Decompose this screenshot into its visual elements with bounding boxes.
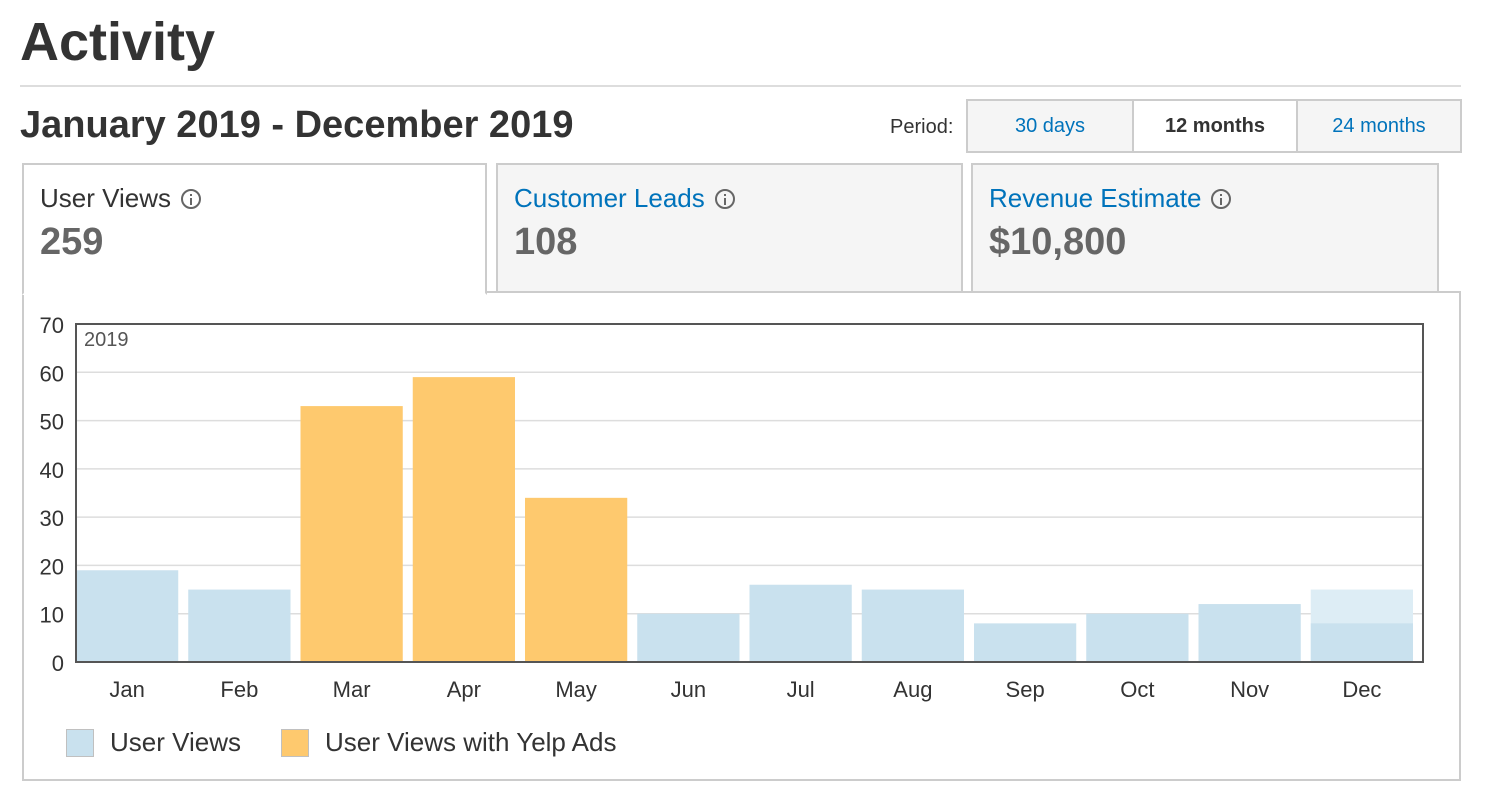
- bar: [76, 570, 179, 662]
- period-selector: 30 days 12 months 24 months: [966, 99, 1462, 153]
- bar: [1086, 613, 1189, 662]
- x-tick-label: Oct: [1120, 677, 1154, 702]
- info-icon[interactable]: [1211, 188, 1232, 209]
- legend-swatch-user-views-yelp-ads: [281, 728, 310, 757]
- x-tick-label: Mar: [333, 677, 371, 702]
- y-tick-label: 0: [52, 651, 64, 676]
- chart-legend: User Views User Views with Yelp Ads: [66, 727, 656, 758]
- x-tick-label: Jun: [671, 677, 706, 702]
- tab-value: 108: [514, 221, 578, 263]
- y-tick-label: 10: [40, 603, 64, 628]
- tab-value: 259: [40, 221, 104, 263]
- bar: [749, 584, 852, 662]
- tab-customer-leads[interactable]: Customer Leads 108: [496, 163, 963, 293]
- tab-label: User Views: [40, 183, 172, 213]
- legend-swatch-user-views: [66, 728, 94, 757]
- x-tick-label: Aug: [893, 677, 932, 702]
- bar: [525, 497, 628, 662]
- title-divider: [20, 85, 1461, 87]
- y-tick-label: 30: [40, 506, 64, 531]
- tab-label: Customer Leads: [514, 183, 705, 213]
- plot-frame: [75, 323, 1424, 663]
- legend-label: User Views with Yelp Ads: [325, 727, 617, 757]
- period-option-12-months[interactable]: 12 months: [1132, 101, 1296, 151]
- bar: [861, 589, 964, 662]
- x-tick-label: Apr: [447, 677, 481, 702]
- x-tick-label: Jan: [109, 677, 144, 702]
- legend-item-user-views-yelp-ads[interactable]: User Views with Yelp Ads: [281, 727, 616, 758]
- bar: [974, 623, 1077, 662]
- tab-revenue-estimate[interactable]: Revenue Estimate $10,800: [971, 163, 1439, 293]
- period-option-24-months[interactable]: 24 months: [1296, 101, 1460, 151]
- bar: [412, 377, 515, 662]
- y-tick-label: 60: [40, 361, 64, 386]
- x-tick-label: Sep: [1006, 677, 1045, 702]
- x-tick-label: Dec: [1342, 677, 1381, 702]
- y-tick-label: 20: [40, 554, 64, 579]
- info-icon[interactable]: [181, 188, 202, 209]
- tab-label: Revenue Estimate: [989, 183, 1202, 213]
- x-tick-label: May: [555, 677, 597, 702]
- bar: [637, 613, 740, 662]
- date-range-heading: January 2019 - December 2019: [20, 104, 574, 146]
- y-tick-label: 40: [40, 458, 64, 483]
- legend-label: User Views: [110, 727, 242, 757]
- y-tick-label: 50: [40, 410, 64, 435]
- x-tick-label: Feb: [220, 677, 258, 702]
- tab-value: $10,800: [989, 221, 1127, 263]
- bar: [300, 406, 403, 662]
- tab-user-views[interactable]: User Views 259: [22, 163, 487, 295]
- info-icon[interactable]: [714, 188, 735, 209]
- period-option-30-days[interactable]: 30 days: [968, 101, 1132, 151]
- bar: [1198, 604, 1301, 662]
- x-tick-label: Nov: [1230, 677, 1269, 702]
- legend-item-user-views[interactable]: User Views: [66, 727, 241, 758]
- x-tick-label: Jul: [787, 677, 815, 702]
- bar: [188, 589, 291, 662]
- y-tick-label: 70: [40, 313, 64, 338]
- bar: [1310, 623, 1413, 662]
- page-title: Activity: [20, 12, 216, 72]
- period-label: Period:: [890, 116, 954, 138]
- year-label: 2019: [84, 329, 129, 351]
